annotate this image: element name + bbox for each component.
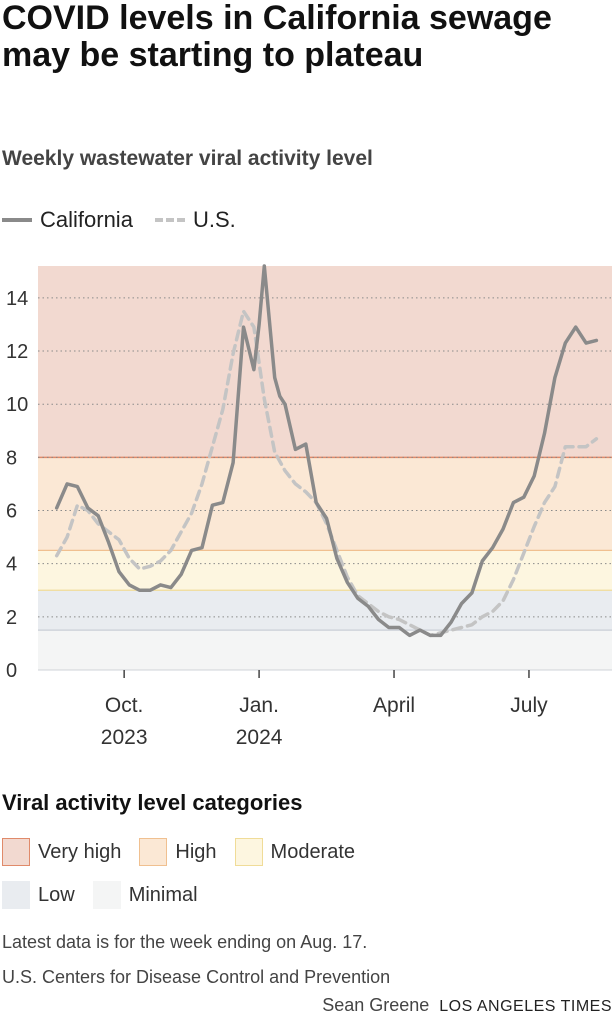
x-tick-label: Jan. <box>239 694 279 717</box>
band-moderate <box>38 550 612 591</box>
band-minimal <box>38 630 612 670</box>
us-swatch <box>154 218 185 222</box>
chart-subtitle: Weekly wastewater viral activity level <box>2 147 373 170</box>
x-tick-label: Oct. <box>105 694 144 717</box>
y-tick-label: 4 <box>6 554 17 576</box>
line-chart: 0 2 4 6 8 10 12 14 Oct. 2023 Jan. 2024 April July <box>6 264 612 749</box>
y-tick-label: 12 <box>6 341 28 363</box>
source-note: U.S. Centers for Disease Control and Pre… <box>2 967 391 987</box>
category-swatch <box>234 838 263 866</box>
band-high <box>38 457 612 551</box>
y-tick-label: 8 <box>6 447 17 469</box>
categories-row-1: Very high High Moderate <box>2 838 373 866</box>
y-tick-label: 10 <box>6 394 28 416</box>
y-tick-label: 2 <box>6 607 17 629</box>
latest-data-note: Latest data is for the week ending on Au… <box>2 932 368 952</box>
x-tick-label: July <box>510 694 548 717</box>
publisher-logo: LOS ANGELES TIMES <box>439 998 612 1015</box>
y-tick-label: 6 <box>6 501 17 523</box>
category-label: Low <box>38 883 75 906</box>
category-item-minimal: Minimal <box>92 881 198 909</box>
category-swatch <box>2 881 30 909</box>
category-label: High <box>175 840 217 863</box>
category-swatch <box>2 838 30 866</box>
legend-item-us: U.S. <box>154 207 236 233</box>
category-item-low: Low <box>2 881 75 909</box>
legend-label-california: California <box>40 207 133 232</box>
chart-title: COVID levels in California sewage may be… <box>2 0 552 74</box>
california-series-line <box>54 264 599 638</box>
category-swatch <box>139 838 168 866</box>
legend-item-california: California <box>2 207 133 233</box>
category-item-very-high: Very high <box>2 838 121 866</box>
author-credit: Sean Greene <box>322 995 430 1015</box>
credit-line: Sean Greene LOS ANGELES TIMES <box>322 995 612 1016</box>
legend-label-us: U.S. <box>192 207 236 232</box>
categories-row-2: Low Minimal <box>2 881 216 909</box>
category-label: Moderate <box>270 840 356 863</box>
band-low <box>38 590 612 631</box>
x-tick-label-year: 2023 <box>101 726 148 749</box>
x-tick-label-year: 2024 <box>236 726 283 749</box>
california-swatch <box>2 218 32 222</box>
y-tick-label: 0 <box>6 660 17 682</box>
series-legend: California U.S. <box>2 205 258 235</box>
category-label: Minimal <box>128 883 198 906</box>
category-label: Very high <box>38 840 122 863</box>
categories-title: Viral activity level categories <box>2 790 303 815</box>
category-item-high: High <box>139 838 217 866</box>
y-tick-label: 14 <box>6 288 28 310</box>
band-very-high <box>38 266 612 458</box>
category-item-moderate: Moderate <box>234 838 356 866</box>
x-tick-label: April <box>373 694 415 717</box>
category-swatch <box>92 881 121 909</box>
